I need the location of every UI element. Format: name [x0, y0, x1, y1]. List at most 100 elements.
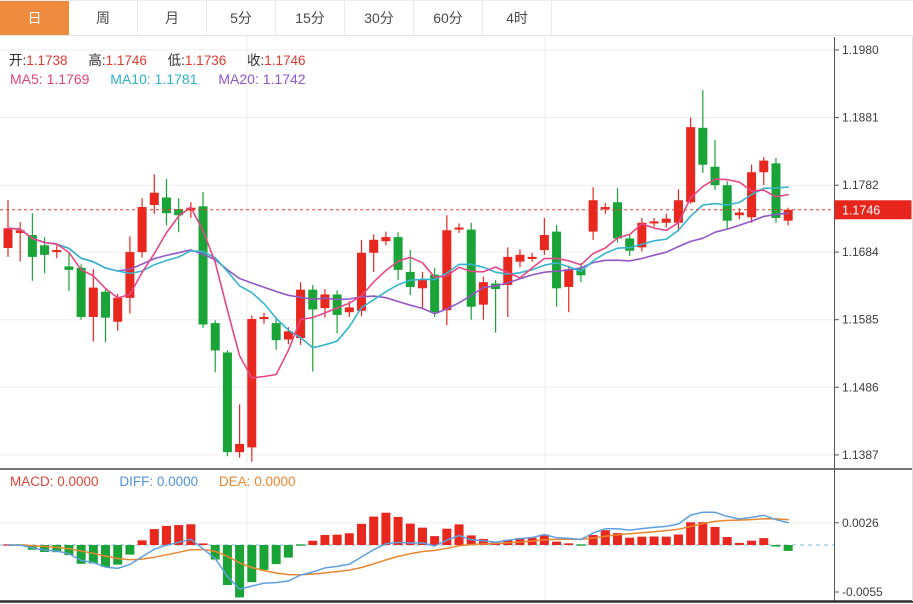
timeframe-tab-4[interactable]: 5分 — [207, 1, 276, 35]
timeframe-tab-8[interactable]: 4时 — [483, 1, 552, 35]
candle-body — [52, 250, 62, 253]
macd-label: MACD: — [10, 474, 54, 489]
candle-body — [393, 237, 403, 270]
candle-body — [503, 256, 513, 285]
timeframe-toolbar: 日周月 5分 15分 30分 60分 4时 — [0, 0, 913, 36]
ma10-value: 1.1781 — [154, 71, 198, 87]
ma10-label: MA10: — [110, 71, 151, 87]
macd-bar — [88, 545, 98, 564]
macd-bar — [417, 527, 427, 545]
candle-body — [588, 200, 598, 232]
candle-body — [235, 443, 245, 453]
axis-tick-label: 1.1684 — [842, 245, 879, 259]
macd-bar — [308, 540, 318, 545]
macd-bar — [710, 526, 720, 545]
candle-body — [296, 289, 306, 339]
candle-body — [698, 127, 708, 165]
candle-body — [454, 227, 464, 230]
candle-body — [125, 252, 135, 298]
candle-body — [88, 287, 98, 317]
high-value: 1.1746 — [105, 53, 147, 68]
macd-bar — [442, 528, 452, 545]
candle-body — [649, 221, 659, 224]
macd-bar — [186, 524, 196, 545]
macd-bar — [405, 523, 415, 545]
candle-body — [552, 231, 562, 289]
macd-bar — [734, 542, 744, 545]
candle-body — [442, 230, 452, 311]
candle-body — [637, 222, 647, 248]
macd-bar — [222, 545, 232, 586]
macd-bar — [210, 545, 220, 560]
macd-bar — [283, 545, 293, 558]
candle-body — [783, 209, 793, 221]
diff-value: 0.0000 — [156, 474, 199, 489]
macd-bar — [369, 516, 379, 545]
macd-bar — [686, 522, 696, 545]
candle-body — [527, 256, 537, 259]
candle-body — [771, 163, 781, 218]
timeframe-tab-2[interactable]: 周 — [69, 1, 138, 35]
macd-bar — [271, 545, 281, 565]
candle-body — [539, 235, 549, 251]
open-label: 开: — [9, 53, 27, 68]
macd-bar — [174, 525, 184, 545]
candle-body — [210, 323, 220, 351]
axis-tick-label: 1.1782 — [842, 178, 879, 192]
candle-body — [222, 352, 232, 453]
macd-bar — [296, 544, 306, 546]
ma20-line — [7, 212, 790, 315]
macd-bar — [137, 540, 147, 545]
ma20-value: 1.1742 — [262, 71, 306, 87]
macd-bar — [198, 543, 208, 545]
candle-body — [15, 230, 25, 233]
candle-body — [3, 228, 13, 249]
candle-body — [466, 229, 476, 307]
macd-bar — [161, 525, 171, 545]
timeframe-tab-5[interactable]: 15分 — [276, 1, 345, 35]
ma5-label: MA5: — [10, 71, 43, 87]
macd-bar — [661, 536, 671, 545]
macd-bar — [600, 530, 610, 545]
open-value: 1.1738 — [26, 53, 68, 68]
diff-line — [7, 511, 789, 590]
candle-body — [64, 266, 74, 270]
candle-body — [247, 319, 257, 448]
ma20-label: MA20: — [218, 71, 259, 87]
macd-bar — [478, 538, 488, 545]
macd-bar — [625, 537, 635, 545]
macd-bar — [320, 534, 330, 545]
timeframe-tab-6[interactable]: 30分 — [345, 1, 414, 35]
axis-tick-label: 1.1486 — [842, 380, 879, 394]
macd-bar — [381, 512, 391, 545]
candle-body — [137, 207, 147, 253]
macd-bar — [649, 536, 659, 545]
macd-bar — [344, 533, 354, 545]
diff-label: DIFF: — [119, 474, 154, 489]
timeframe-tab-3[interactable]: 月 — [138, 1, 207, 35]
close-label: 收: — [246, 53, 265, 68]
current-price-badge-text: 1.1746 — [842, 203, 880, 217]
macd-bar — [759, 538, 769, 545]
timeframe-tab-1[interactable]: 日 — [0, 1, 69, 35]
candle-body — [661, 218, 671, 223]
macd-bar — [40, 545, 50, 552]
macd-bar — [771, 545, 781, 547]
candle-body — [27, 235, 37, 257]
candle-body — [673, 200, 683, 223]
macd-bar — [747, 540, 757, 545]
candle-body — [161, 197, 171, 214]
candle-body — [174, 209, 184, 216]
candle-body — [76, 267, 86, 317]
macd-bar — [64, 545, 74, 556]
timeframe-tab-7[interactable]: 60分 — [414, 1, 483, 35]
gridlines — [0, 37, 834, 600]
candle-body — [600, 207, 610, 210]
candle-body — [357, 252, 367, 311]
macd-bar — [113, 545, 123, 565]
candle-body — [734, 212, 744, 216]
macd-value: 0.0000 — [57, 474, 99, 489]
candle-body — [722, 185, 732, 221]
macd-bar — [52, 545, 62, 553]
